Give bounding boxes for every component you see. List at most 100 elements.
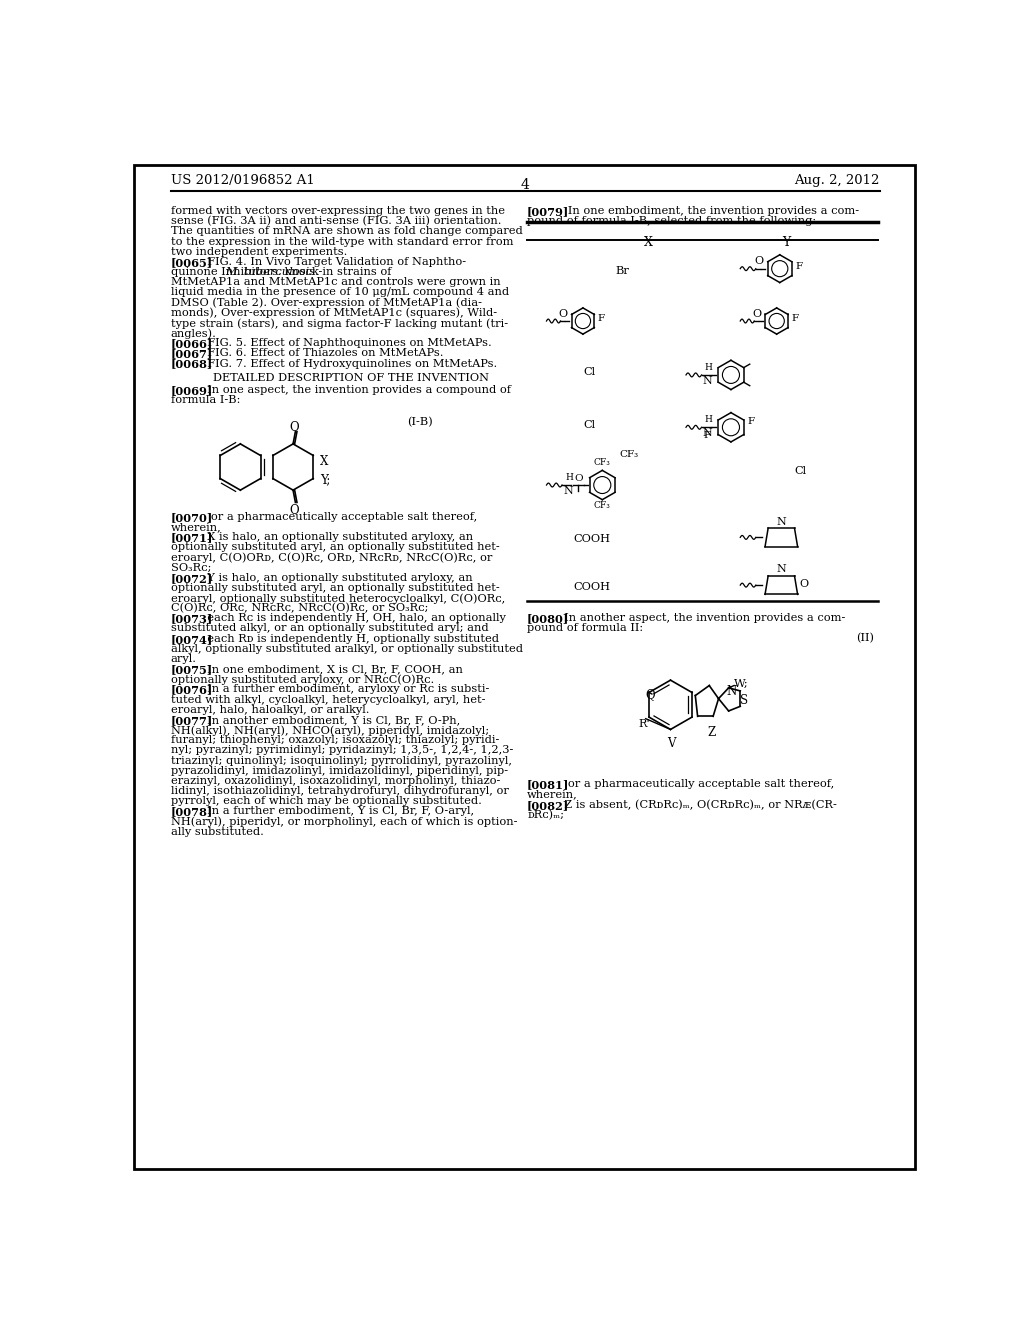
Text: type strain (stars), and sigma factor-F lacking mutant (tri-: type strain (stars), and sigma factor-F …: [171, 318, 508, 329]
Text: In another embodiment, Y is Cl, Br, F, O-Ph,: In another embodiment, Y is Cl, Br, F, O…: [200, 715, 461, 725]
Text: [0070]: [0070]: [171, 512, 213, 523]
Text: The quantities of mRNA are shown as fold change compared: The quantities of mRNA are shown as fold…: [171, 227, 522, 236]
Text: [0072]: [0072]: [171, 573, 213, 583]
Text: [0078]: [0078]: [171, 807, 213, 817]
Text: O: O: [799, 578, 808, 589]
Text: quinone Inhibitors.: quinone Inhibitors.: [171, 267, 285, 277]
Text: 4: 4: [520, 178, 529, 191]
Text: [0079]: [0079]: [527, 206, 569, 218]
Text: In one aspect, the invention provides a compound of: In one aspect, the invention provides a …: [200, 385, 511, 395]
Text: alkyl, optionally substituted aralkyl, or optionally substituted: alkyl, optionally substituted aralkyl, o…: [171, 644, 522, 653]
Text: In a further embodiment, Y is Cl, Br, F, O-aryl,: In a further embodiment, Y is Cl, Br, F,…: [200, 807, 474, 817]
Text: [0067]: [0067]: [171, 348, 213, 359]
Text: nyl; pyrazinyl; pyrimidinyl; pyridazinyl; 1,3,5-, 1,2,4-, 1,2,3-: nyl; pyrazinyl; pyrimidinyl; pyridazinyl…: [171, 746, 513, 755]
Text: In a further embodiment, aryloxy or Rᴄ is substi-: In a further embodiment, aryloxy or Rᴄ i…: [200, 685, 489, 694]
Text: C(O)Rᴄ, ORᴄ, NRᴄRᴄ, NRᴄC(O)Rᴄ, or SO₃Rᴄ;: C(O)Rᴄ, ORᴄ, NRᴄRᴄ, NRᴄC(O)Rᴄ, or SO₃Rᴄ;: [171, 603, 428, 614]
Text: [0066]: [0066]: [171, 338, 213, 350]
Text: O: O: [755, 256, 764, 267]
Text: furanyl; thiophenyl; oxazolyl; isoxazolyl; thiazolyl; pyridi-: furanyl; thiophenyl; oxazolyl; isoxazoly…: [171, 735, 499, 746]
Text: triazinyl; quinolinyl; isoquinolinyl; pyrrolidinyl, pyrazolinyl,: triazinyl; quinolinyl; isoquinolinyl; py…: [171, 755, 512, 766]
Text: Br: Br: [615, 265, 630, 276]
Text: Aug. 2, 2012: Aug. 2, 2012: [795, 174, 880, 187]
Text: DMSO (Table 2). Over-expression of MtMetAP1a (dia-: DMSO (Table 2). Over-expression of MtMet…: [171, 297, 481, 308]
Text: NH(aryl), piperidyl, or morpholinyl, each of which is option-: NH(aryl), piperidyl, or morpholinyl, eac…: [171, 817, 517, 828]
Text: F: F: [598, 314, 605, 323]
Text: (II): (II): [856, 634, 874, 643]
Text: each Rᴅ is independently H, optionally substituted: each Rᴅ is independently H, optionally s…: [200, 634, 499, 644]
Text: erazinyl, oxazolidinyl, isoxazolidinyl, morpholinyl, thiazo-: erazinyl, oxazolidinyl, isoxazolidinyl, …: [171, 776, 500, 785]
Text: tuted with alkyl, cycloalkyl, heterycycloalkyl, aryl, het-: tuted with alkyl, cycloalkyl, heterycycl…: [171, 694, 485, 705]
Text: X: X: [321, 455, 329, 469]
Text: lidinyl, isothiazolidinyl, tetrahydrofuryl, dihydrofuranyl, or: lidinyl, isothiazolidinyl, tetrahydrofur…: [171, 787, 509, 796]
Text: In another aspect, the invention provides a com-: In another aspect, the invention provide…: [557, 612, 845, 623]
Text: In one embodiment, X is Cl, Br, F, COOH, an: In one embodiment, X is Cl, Br, F, COOH,…: [200, 664, 463, 675]
Text: formed with vectors over-expressing the two genes in the: formed with vectors over-expressing the …: [171, 206, 505, 216]
Text: M. tuberculosis: M. tuberculosis: [225, 267, 314, 277]
Text: angles).: angles).: [171, 329, 216, 339]
Text: optionally substituted aryloxy, or NRᴄC(O)Rᴄ.: optionally substituted aryloxy, or NRᴄC(…: [171, 675, 434, 685]
Text: wherein,: wherein,: [171, 521, 221, 532]
Text: O: O: [574, 474, 583, 483]
Text: N: N: [776, 516, 786, 527]
Text: Cl: Cl: [584, 367, 596, 378]
Text: or a pharmaceutically acceptable salt thereof,: or a pharmaceutically acceptable salt th…: [200, 512, 477, 521]
Text: pound of formula II:: pound of formula II:: [527, 623, 643, 634]
Text: O: O: [558, 309, 567, 318]
Text: X: X: [644, 236, 653, 249]
Text: Cl: Cl: [584, 420, 596, 429]
Text: [0074]: [0074]: [171, 634, 213, 644]
Text: pound of formula I-B, selected from the following:: pound of formula I-B, selected from the …: [527, 216, 816, 226]
Text: [0065]: [0065]: [171, 257, 213, 268]
Text: H: H: [565, 473, 572, 482]
Text: [0082]: [0082]: [527, 800, 569, 810]
Text: FIG. 6. Effect of Thiazoles on MtMetAPs.: FIG. 6. Effect of Thiazoles on MtMetAPs.: [200, 348, 443, 359]
Text: MtMetAP1a and MtMetAP1c and controls were grown in: MtMetAP1a and MtMetAP1c and controls wer…: [171, 277, 501, 288]
Text: O: O: [289, 421, 299, 434]
Text: eroaryl, halo, haloalkyl, or aralkyl.: eroaryl, halo, haloalkyl, or aralkyl.: [171, 705, 369, 715]
Text: V: V: [668, 737, 676, 750]
Text: CF₃: CF₃: [594, 458, 610, 467]
Text: N: N: [776, 565, 786, 574]
Text: knock-in strains of: knock-in strains of: [282, 267, 392, 277]
Text: In one embodiment, the invention provides a com-: In one embodiment, the invention provide…: [557, 206, 859, 216]
Text: Q: Q: [646, 688, 655, 701]
Text: each Rᴄ is independently H, OH, halo, an optionally: each Rᴄ is independently H, OH, halo, an…: [200, 614, 506, 623]
Text: formula I-B:: formula I-B:: [171, 395, 240, 405]
Text: (I-B): (I-B): [407, 417, 433, 428]
Text: NH(alkyl), NH(aryl), NHCO(aryl), piperidyl, imidazolyl;: NH(alkyl), NH(aryl), NHCO(aryl), piperid…: [171, 725, 488, 735]
Text: monds), Over-expression of MtMetAP1c (squares), Wild-: monds), Over-expression of MtMetAP1c (sq…: [171, 308, 497, 318]
Text: F: F: [796, 261, 803, 271]
Text: H: H: [705, 363, 713, 372]
Text: wherein,: wherein,: [527, 789, 578, 800]
Text: O: O: [289, 504, 299, 517]
Text: [0073]: [0073]: [171, 614, 213, 624]
Text: eroaryl, optionally substituted heterocycloalkyl, C(O)ORᴄ,: eroaryl, optionally substituted heterocy…: [171, 593, 505, 603]
Text: ᴅRᴄ)ₘ;: ᴅRᴄ)ₘ;: [527, 810, 564, 820]
Text: N: N: [726, 685, 736, 698]
Text: Y;: Y;: [321, 473, 331, 486]
Text: [0080]: [0080]: [527, 612, 569, 624]
Text: SO₃Rᴄ;: SO₃Rᴄ;: [171, 562, 211, 573]
Text: N: N: [702, 428, 713, 438]
Text: aryl.: aryl.: [171, 653, 197, 664]
Text: [0071]: [0071]: [171, 532, 213, 543]
Text: FIG. 4. In Vivo Target Validation of Naphtho-: FIG. 4. In Vivo Target Validation of Nap…: [200, 257, 466, 267]
Text: [0077]: [0077]: [171, 715, 213, 726]
Text: Z is absent, (CRᴅRᴄ)ₘ, O(CRᴅRᴄ)ₘ, or NRᴁ(CR-: Z is absent, (CRᴅRᴄ)ₘ, O(CRᴅRᴄ)ₘ, or NRᴁ…: [557, 800, 837, 810]
Text: US 2012/0196852 A1: US 2012/0196852 A1: [171, 174, 314, 187]
Text: [0069]: [0069]: [171, 385, 213, 396]
Text: [0081]: [0081]: [527, 780, 569, 791]
Text: FIG. 5. Effect of Naphthoquinones on MtMetAPs.: FIG. 5. Effect of Naphthoquinones on MtM…: [200, 338, 492, 348]
Text: pyrrolyl, each of which may be optionally substituted.: pyrrolyl, each of which may be optionall…: [171, 796, 481, 807]
Text: DETAILED DESCRIPTION OF THE INVENTION: DETAILED DESCRIPTION OF THE INVENTION: [213, 372, 489, 383]
Text: [0075]: [0075]: [171, 664, 213, 675]
Text: CF₃: CF₃: [620, 450, 639, 459]
Text: two independent experiments.: two independent experiments.: [171, 247, 347, 257]
Text: F: F: [703, 432, 711, 440]
Text: or a pharmaceutically acceptable salt thereof,: or a pharmaceutically acceptable salt th…: [557, 780, 834, 789]
Text: [0076]: [0076]: [171, 685, 213, 696]
Text: eroaryl, C(O)ORᴅ, C(O)Rᴄ, ORᴅ, NRᴄRᴅ, NRᴄC(O)Rᴄ, or: eroaryl, C(O)ORᴅ, C(O)Rᴄ, ORᴅ, NRᴄRᴅ, NR…: [171, 552, 492, 562]
Text: Y is halo, an optionally substituted aryloxy, an: Y is halo, an optionally substituted ary…: [200, 573, 473, 582]
Text: FIG. 7. Effect of Hydroxyquinolines on MtMetAPs.: FIG. 7. Effect of Hydroxyquinolines on M…: [200, 359, 498, 368]
Text: to the expression in the wild-type with standard error from: to the expression in the wild-type with …: [171, 236, 513, 247]
